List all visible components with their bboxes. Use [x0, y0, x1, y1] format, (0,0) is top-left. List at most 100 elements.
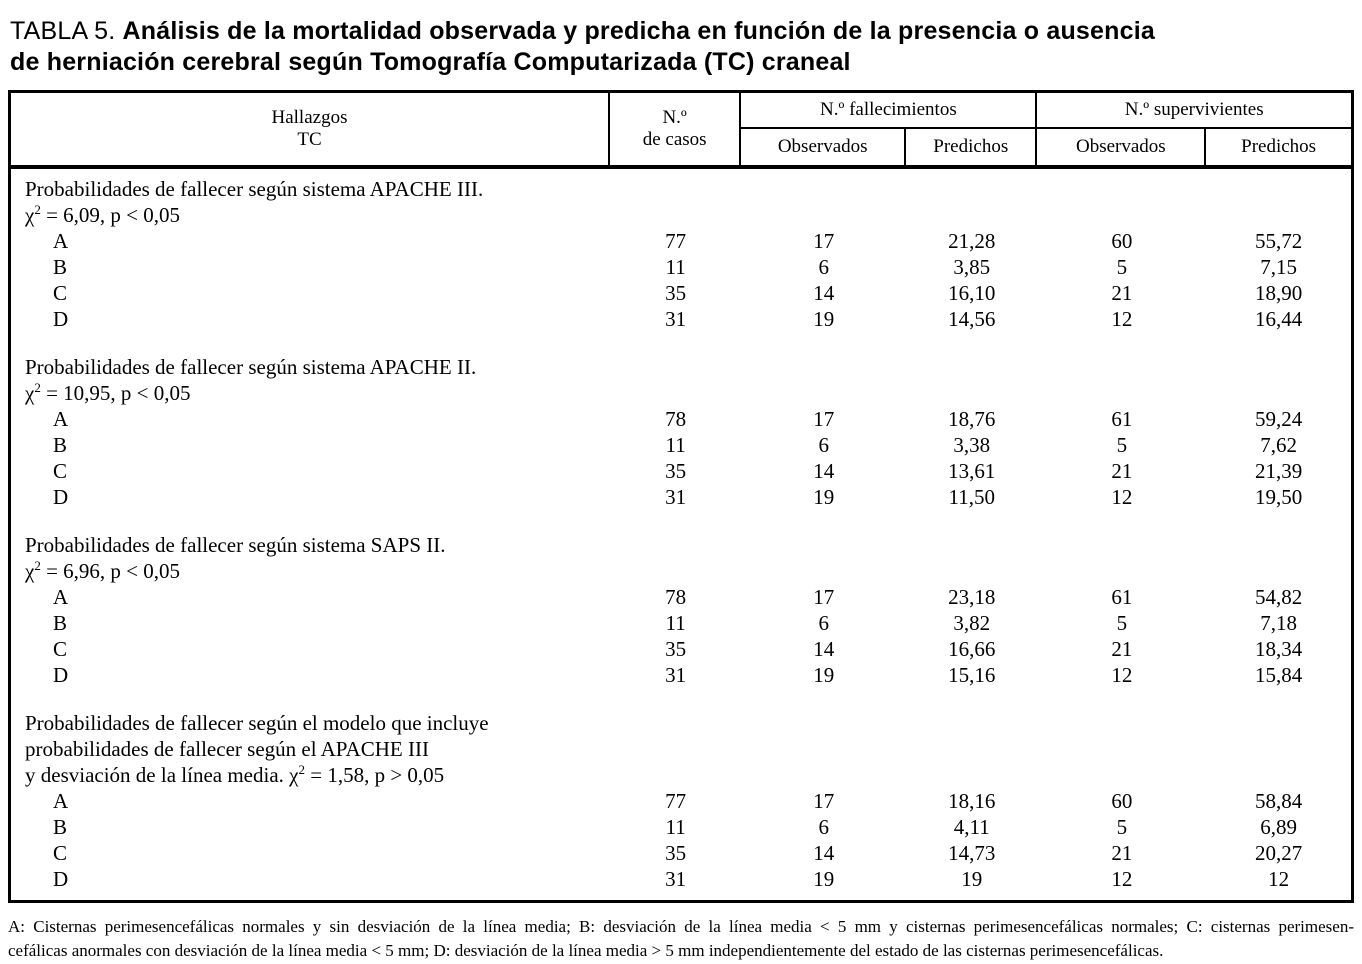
cell-fallecimientos-predichos: 15,16: [948, 663, 996, 687]
cell-fallecimientos-observados: 6: [818, 255, 829, 279]
cell-fallecimientos-predichos: 14,73: [948, 841, 996, 865]
chi-superscript: 2: [298, 762, 305, 777]
table-section-4: Probabilidades de fallecer según el mode…: [11, 710, 1351, 892]
header-hallazgos-line1: Hallazgos: [271, 107, 348, 128]
cell-fallecimientos-predichos: 14,56: [948, 307, 996, 331]
section-chi-line: y desviación de la línea media. χ2 = 1,5…: [25, 762, 445, 787]
row-label: A: [53, 229, 69, 253]
cell-supervivientes-observados: 21: [1111, 459, 1133, 483]
cell-n-casos: 77: [665, 229, 687, 253]
row-label: D: [53, 867, 69, 891]
cell-supervivientes-observados: 5: [1116, 611, 1128, 635]
cell-supervivientes-observados: 5: [1116, 815, 1128, 839]
footnote-line2: cefálicas anormales con desviación de la…: [8, 941, 1164, 960]
cell-fallecimientos-predichos: 23,18: [948, 585, 996, 609]
cell-supervivientes-observados: 12: [1111, 867, 1133, 891]
row-label: D: [53, 485, 69, 509]
cell-n-casos: 31: [665, 663, 687, 687]
mortality-table: Hallazgos TC N.º de casos N.º fallecimie…: [8, 90, 1354, 903]
cell-fallecimientos-observados: 14: [813, 841, 835, 865]
row-label: D: [53, 663, 69, 687]
cell-supervivientes-predichos: 7,18: [1260, 611, 1297, 635]
row-label: D: [53, 307, 69, 331]
table-row: C 35 14 13,61 21 21,39: [11, 458, 1351, 484]
cell-fallecimientos-predichos: 3,38: [953, 433, 991, 457]
cell-supervivientes-predichos: 18,90: [1254, 281, 1303, 305]
header-hallazgos-line2: TC: [297, 129, 322, 150]
cell-supervivientes-predichos: 19,50: [1254, 485, 1303, 509]
cell-supervivientes-predichos: 58,84: [1254, 789, 1303, 813]
cell-n-casos: 11: [665, 255, 686, 279]
table-row: B 11 6 4,11 5 6,89: [11, 814, 1351, 840]
cell-fallecimientos-observados: 19: [813, 307, 835, 331]
header-fallecimientos-observados: Observados: [741, 129, 907, 165]
cell-supervivientes-observados: 12: [1111, 663, 1133, 687]
cell-supervivientes-observados: 5: [1116, 255, 1128, 279]
table-row: D 31 19 19 12 12: [11, 866, 1351, 892]
table-section-1: Probabilidades de fallecer según sistema…: [11, 176, 1351, 332]
title-line1: Análisis de la mortalidad observada y pr…: [122, 17, 1155, 45]
cell-n-casos: 31: [665, 485, 687, 509]
cell-fallecimientos-predichos: 16,66: [948, 637, 996, 661]
table-row: C 35 14 16,10 21 18,90: [11, 280, 1351, 306]
header-fallecimientos-predichos: Predichos: [906, 129, 1038, 165]
header-group-fallecimientos: N.º fallecimientos: [741, 93, 1038, 129]
cell-fallecimientos-predichos: 21,28: [948, 229, 996, 253]
section-heading-line: Probabilidades de fallecer según sistema…: [25, 177, 484, 201]
section-heading-line: Probabilidades de fallecer según sistema…: [25, 533, 446, 557]
cell-supervivientes-predichos: 59,24: [1254, 407, 1303, 431]
cell-n-casos: 31: [665, 307, 687, 331]
cell-supervivientes-observados: 61: [1111, 585, 1133, 609]
cell-supervivientes-predichos: 7,62: [1260, 433, 1297, 457]
table-row: A 77 17 18,16 60 58,84: [11, 788, 1351, 814]
row-label: B: [53, 433, 68, 457]
cell-fallecimientos-observados: 17: [813, 789, 835, 813]
header-casos-line1: N.º: [662, 107, 687, 128]
cell-fallecimientos-predichos: 19: [961, 867, 983, 891]
cell-fallecimientos-observados: 19: [813, 867, 835, 891]
cell-fallecimientos-observados: 17: [813, 407, 835, 431]
header-n-casos: N.º de casos: [610, 93, 742, 165]
cell-fallecimientos-predichos: 11,50: [948, 485, 995, 509]
cell-fallecimientos-observados: 6: [818, 433, 829, 457]
cell-n-casos: 11: [665, 815, 686, 839]
chi-superscript: 2: [34, 202, 41, 217]
table-row: C 35 14 16,66 21 18,34: [11, 636, 1351, 662]
footnote-line1: A: Cisternas perimesencefálicas normales…: [8, 917, 1354, 936]
row-label: A: [53, 585, 69, 609]
table-row: B 11 6 3,85 5 7,15: [11, 254, 1351, 280]
table-row: D 31 19 15,16 12 15,84: [11, 662, 1351, 688]
cell-fallecimientos-observados: 19: [813, 663, 835, 687]
section-chi-line: χ2 = 6,09, p < 0,05: [25, 202, 181, 227]
cell-n-casos: 78: [665, 585, 687, 609]
chi-superscript: 2: [34, 558, 41, 573]
header-casos-line2: de casos: [642, 129, 707, 150]
cell-n-casos: 11: [665, 611, 686, 635]
header-group-supervivientes: N.º supervivientes: [1037, 93, 1351, 129]
table-row: B 11 6 3,38 5 7,62: [11, 432, 1351, 458]
cell-supervivientes-predichos: 16,44: [1254, 307, 1303, 331]
cell-n-casos: 31: [665, 867, 687, 891]
cell-n-casos: 35: [665, 459, 687, 483]
table-row: A 78 17 23,18 61 54,82: [11, 584, 1351, 610]
cell-supervivientes-observados: 21: [1111, 841, 1133, 865]
section-chi-line: χ2 = 6,96, p < 0,05: [25, 558, 181, 583]
cell-fallecimientos-predichos: 16,10: [948, 281, 996, 305]
cell-supervivientes-predichos: 15,84: [1254, 663, 1303, 687]
cell-fallecimientos-predichos: 3,85: [953, 255, 991, 279]
cell-fallecimientos-predichos: 3,82: [953, 611, 991, 635]
cell-n-casos: 35: [665, 841, 687, 865]
row-label: C: [53, 841, 68, 865]
table-section-3: Probabilidades de fallecer según sistema…: [11, 532, 1351, 688]
table-row: D 31 19 11,50 12 19,50: [11, 484, 1351, 510]
cell-supervivientes-observados: 60: [1111, 229, 1133, 253]
table-row: A 77 17 21,28 60 55,72: [11, 228, 1351, 254]
cell-supervivientes-predichos: 18,34: [1254, 637, 1303, 661]
cell-fallecimientos-observados: 17: [813, 229, 835, 253]
cell-fallecimientos-observados: 14: [813, 459, 835, 483]
cell-supervivientes-observados: 21: [1111, 281, 1133, 305]
row-label: B: [53, 815, 68, 839]
cell-supervivientes-predichos: 20,27: [1254, 841, 1303, 865]
header-supervivientes-predichos: Predichos: [1241, 136, 1317, 157]
